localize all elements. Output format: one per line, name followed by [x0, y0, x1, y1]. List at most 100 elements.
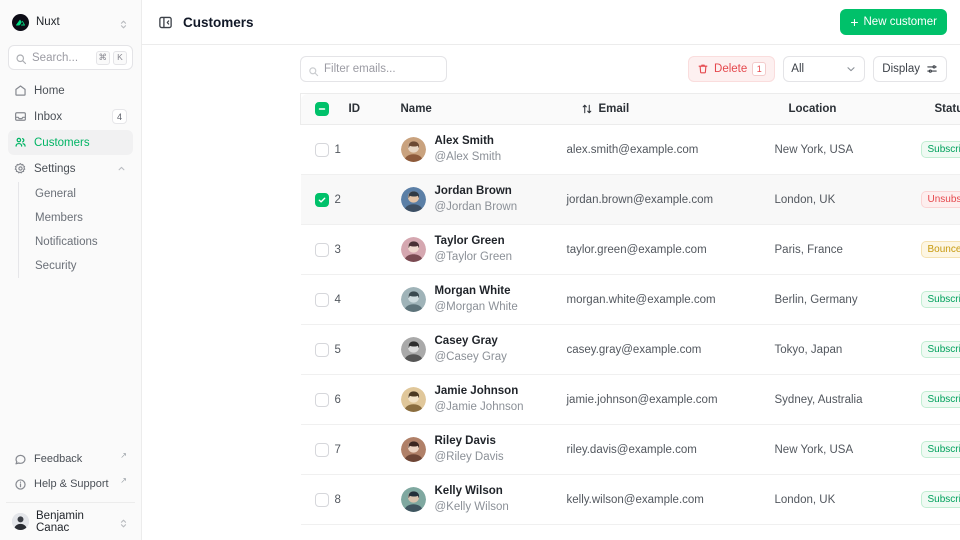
row-checkbox[interactable]	[314, 342, 329, 357]
th-status[interactable]: Status	[920, 93, 960, 125]
cell-select	[301, 175, 335, 225]
th-location-label: Location	[788, 103, 837, 115]
cell-location: Paris, France	[774, 243, 843, 256]
avatar	[400, 187, 426, 212]
sidebar-item-help-support[interactable]: Help & Support ↗	[8, 472, 133, 496]
row-checkbox[interactable]	[314, 242, 329, 257]
cell-location: Berlin, Germany	[774, 293, 858, 306]
table-row[interactable]: 8 Kelly Wilson @Kelly Wilson kelly.wilson@e…	[300, 475, 960, 525]
table-row[interactable]: 1 Alex Smith @Alex Smith alex.smith@example…	[300, 125, 960, 175]
table-row[interactable]: 7 Riley Davis @Riley Davis riley.davis@exam…	[300, 425, 960, 475]
cell-email: jordan.brown@example.com	[566, 193, 714, 206]
cell-location: London, UK	[774, 193, 836, 206]
row-checkbox[interactable]	[314, 442, 329, 457]
sidebar-item-label: Inbox	[34, 110, 63, 123]
cell-select	[301, 275, 335, 325]
delete-button[interactable]: Delete 1	[688, 56, 776, 82]
cell-id: 3	[334, 243, 341, 256]
customer-handle: @Taylor Green	[434, 250, 513, 263]
external-link-icon: ↗	[120, 451, 127, 460]
table-row[interactable]: 4 Morgan White @Morgan White morgan.white@e…	[300, 275, 960, 325]
table-row[interactable]: 3 Taylor Green @Taylor Green taylor.green@e…	[300, 225, 960, 275]
user-menu[interactable]: Benjamin Canac	[6, 502, 135, 540]
table-toolbar: Filter emails... Delete 1 All	[142, 45, 960, 93]
sidebar-item-customers[interactable]: Customers	[8, 130, 133, 155]
table-row[interactable]: 2 Jordan Brown @Jordan Brown jordan.brown@e…	[300, 174, 960, 225]
sidebar-subitem-notifications[interactable]: Notifications	[35, 236, 98, 248]
row-checkbox[interactable]	[314, 192, 329, 207]
sidebar-item-inbox[interactable]: Inbox 4	[8, 104, 133, 129]
sidebar-footer-links: Feedback ↗ Help & Support ↗	[0, 447, 141, 502]
cell-name: Taylor Green @Taylor Green	[387, 225, 567, 275]
new-customer-label: New customer	[863, 16, 938, 28]
cell-status: Bounced	[920, 225, 960, 275]
customer-handle: @Riley Davis	[434, 450, 504, 463]
sidebar-subitem-general[interactable]: General	[35, 188, 76, 200]
avatar	[400, 437, 426, 462]
status-filter-select[interactable]: All	[783, 56, 866, 82]
th-id[interactable]: ID	[334, 93, 387, 125]
cell-id: 4	[334, 293, 341, 306]
sliders-icon	[926, 63, 938, 75]
topbar: Customers + New customer	[142, 0, 960, 45]
status-badge: Subscribed	[920, 441, 960, 458]
table-row[interactable]: 5 Casey Gray @Casey Gray casey.gray@example…	[300, 325, 960, 375]
chevron-up-down-icon	[118, 516, 129, 528]
display-button[interactable]: Display	[873, 56, 947, 82]
sidebar-item-settings[interactable]: Settings	[8, 156, 133, 181]
customer-handle: @Morgan White	[434, 300, 518, 313]
user-name: Benjamin Canac	[36, 509, 84, 534]
row-checkbox[interactable]	[314, 392, 329, 407]
avatar	[12, 513, 29, 530]
cell-name: Jamie Johnson @Jamie Johnson	[387, 375, 567, 425]
row-checkbox[interactable]	[314, 292, 329, 307]
main-content: Customers + New customer Filter emails..…	[142, 0, 960, 540]
cell-status: Unsubscribed	[920, 175, 960, 225]
th-email[interactable]: Email	[566, 93, 775, 125]
avatar	[400, 287, 426, 312]
settings-subnav: General Members Notifications Security	[18, 182, 133, 278]
sidebar-item-home[interactable]: Home	[8, 78, 133, 103]
table-body: 1 Alex Smith @Alex Smith alex.smith@example…	[300, 125, 960, 525]
filter-placeholder: Filter emails...	[324, 63, 396, 75]
cell-status: Subscribed	[920, 375, 960, 425]
status-badge: Unsubscribed	[920, 191, 960, 208]
th-select-all	[300, 93, 335, 125]
search-input[interactable]: Search... ⌘ K	[8, 45, 133, 70]
search-shortcut: ⌘ K	[95, 50, 127, 65]
kbd-k: K	[113, 50, 127, 65]
sidebar-item-label: Settings	[34, 162, 76, 175]
search-icon	[308, 64, 319, 76]
select-all-checkbox[interactable]	[315, 102, 329, 116]
new-customer-button[interactable]: + New customer	[840, 9, 947, 35]
row-checkbox[interactable]	[314, 492, 329, 507]
status-badge: Subscribed	[920, 491, 960, 508]
th-name[interactable]: Name	[386, 93, 567, 125]
cell-id: 7	[334, 443, 341, 456]
customer-name: Jordan Brown	[434, 184, 512, 197]
table-row[interactable]: 6 Jamie Johnson @Jamie Johnson jamie.johnso…	[300, 375, 960, 425]
row-checkbox[interactable]	[314, 142, 329, 157]
nuxt-logo-icon	[12, 13, 29, 31]
sidebar-item-feedback[interactable]: Feedback ↗	[8, 447, 133, 471]
cell-email: taylor.green@example.com	[566, 243, 707, 256]
customer-handle: @Kelly Wilson	[434, 500, 509, 513]
sort-arrows-icon	[581, 103, 593, 115]
customer-handle: @Jamie Johnson	[434, 400, 524, 413]
cell-email: morgan.white@example.com	[566, 293, 716, 306]
cell-email: alex.smith@example.com	[566, 143, 699, 156]
team-switcher[interactable]: Nuxt	[6, 3, 135, 41]
sidebar-subitem-security[interactable]: Security	[35, 260, 77, 272]
inbox-badge: 4	[112, 109, 127, 124]
filter-emails-input[interactable]: Filter emails...	[300, 56, 447, 82]
cell-status: Subscribed	[920, 425, 960, 475]
status-filter-value: All	[791, 63, 805, 75]
sidebar-item-label: Customers	[34, 136, 90, 149]
panel-left-icon[interactable]	[158, 15, 173, 30]
sidebar-item-label: Help & Support	[34, 478, 109, 490]
sidebar-subitem-members[interactable]: Members	[35, 212, 83, 224]
customer-handle: @Alex Smith	[434, 150, 502, 163]
th-location[interactable]: Location	[774, 93, 921, 125]
cell-select	[301, 125, 335, 175]
customers-table: ID Name	[300, 93, 960, 525]
